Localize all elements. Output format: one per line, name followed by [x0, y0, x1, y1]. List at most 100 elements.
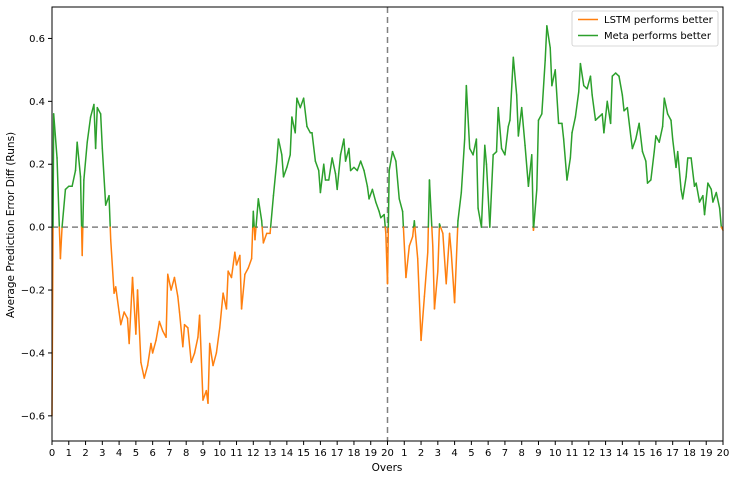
meta-better-segment — [671, 138, 677, 169]
lstm-better-segment — [247, 257, 253, 269]
y-tick-label: 0.2 — [29, 160, 45, 171]
meta-better-segment — [509, 56, 515, 121]
lstm-better-segment — [143, 364, 149, 379]
x-tick-label: 9 — [535, 448, 541, 459]
meta-better-segment — [76, 141, 82, 178]
meta-better-segment — [577, 62, 582, 93]
meta-better-segment — [544, 25, 548, 62]
meta-better-segment — [64, 185, 70, 191]
meta-better-segment — [296, 97, 302, 109]
meta-better-segment — [690, 157, 696, 188]
x-tick-label: 15 — [297, 448, 310, 459]
meta-better-segment — [646, 179, 652, 184]
meta-better-segment — [517, 106, 523, 137]
lstm-better-segment — [433, 270, 439, 310]
meta-better-segment — [666, 113, 672, 121]
meta-better-segment — [531, 154, 535, 228]
meta-better-segment — [507, 119, 511, 128]
meta-better-segment — [319, 163, 325, 194]
meta-better-segment — [395, 160, 400, 200]
x-tick-label: 4 — [116, 448, 122, 459]
x-axis-label: Overs — [372, 462, 403, 474]
lstm-better-segment — [411, 226, 415, 238]
meta-better-segment — [281, 154, 285, 178]
lstm-better-segment — [178, 311, 184, 348]
x-tick-label: 16 — [314, 448, 327, 459]
x-tick-label: 7 — [502, 448, 508, 459]
meta-better-segment — [569, 132, 573, 159]
lstm-better-segment — [173, 276, 179, 298]
lstm-better-segment — [131, 276, 137, 335]
meta-better-segment — [413, 220, 416, 228]
x-tick-label: 6 — [485, 448, 491, 459]
lstm-better-segment — [408, 235, 414, 247]
meta-better-segment — [366, 185, 370, 200]
x-tick-label: 14 — [280, 448, 293, 459]
lstm-better-segment — [420, 295, 426, 342]
meta-better-segment — [658, 125, 664, 143]
meta-better-segment — [561, 122, 565, 140]
meta-better-segment — [614, 72, 620, 77]
lstm-better-segment — [193, 336, 199, 354]
meta-better-segment — [276, 138, 280, 162]
meta-better-segment — [348, 147, 352, 172]
meta-better-segment — [465, 84, 471, 150]
meta-better-segment — [629, 135, 634, 150]
meta-better-segment — [495, 106, 499, 153]
x-tick-label: 8 — [519, 448, 525, 459]
meta-better-segment — [343, 138, 347, 162]
lstm-better-segment — [167, 273, 172, 291]
lstm-better-segment — [402, 226, 407, 279]
meta-better-segment — [485, 163, 491, 228]
meta-better-segment — [515, 94, 520, 137]
meta-better-segment — [484, 144, 488, 165]
legend-label-lstm: LSTM performs better — [604, 15, 714, 26]
meta-better-segment — [371, 188, 377, 203]
lstm-better-segment — [190, 352, 196, 364]
lstm-better-segment — [215, 327, 221, 354]
lstm-better-segment — [183, 323, 189, 329]
meta-better-segment — [574, 91, 580, 118]
meta-better-segment — [383, 213, 387, 228]
meta-better-segment — [391, 150, 397, 162]
meta-better-segment — [631, 138, 637, 150]
meta-better-segment — [695, 182, 701, 203]
lstm-better-segment — [427, 226, 430, 254]
lstm-better-segment — [416, 257, 422, 342]
meta-better-segment — [388, 150, 394, 172]
meta-better-segment — [710, 188, 714, 203]
x-tick-label: 19 — [364, 448, 377, 459]
meta-better-segment — [635, 122, 640, 140]
lstm-better-segment — [230, 251, 236, 279]
meta-better-segment — [61, 188, 67, 228]
meta-better-segment — [579, 62, 585, 87]
meta-better-segment — [566, 157, 572, 181]
x-tick-label: 0 — [49, 448, 55, 459]
meta-better-segment — [314, 160, 320, 172]
meta-better-segment — [463, 84, 468, 140]
meta-better-segment — [489, 154, 494, 228]
lstm-better-segment — [146, 342, 152, 367]
series-layer — [51, 25, 724, 417]
meta-better-segment — [286, 154, 291, 169]
meta-better-segment — [626, 106, 632, 137]
meta-better-segment — [460, 138, 466, 194]
x-tick-label: 3 — [435, 448, 441, 459]
legend-box — [571, 10, 719, 47]
meta-better-segment — [331, 157, 337, 175]
lstm-better-segment — [212, 352, 218, 367]
meta-better-segment — [52, 113, 55, 228]
meta-better-segment — [475, 138, 479, 210]
y-tick-label: −0.2 — [21, 286, 45, 297]
lstm-better-segment — [423, 251, 429, 298]
lstm-better-segment — [439, 226, 444, 235]
meta-better-segment — [703, 182, 709, 216]
meta-better-segment — [257, 198, 263, 222]
lstm-better-segment — [448, 232, 452, 254]
lstm-better-segment — [453, 226, 459, 304]
lstm-better-segment — [81, 226, 84, 257]
y-tick-label: 0.6 — [29, 34, 45, 45]
meta-better-segment — [655, 135, 660, 143]
meta-better-segment — [562, 138, 568, 181]
meta-better-segment — [609, 75, 614, 125]
